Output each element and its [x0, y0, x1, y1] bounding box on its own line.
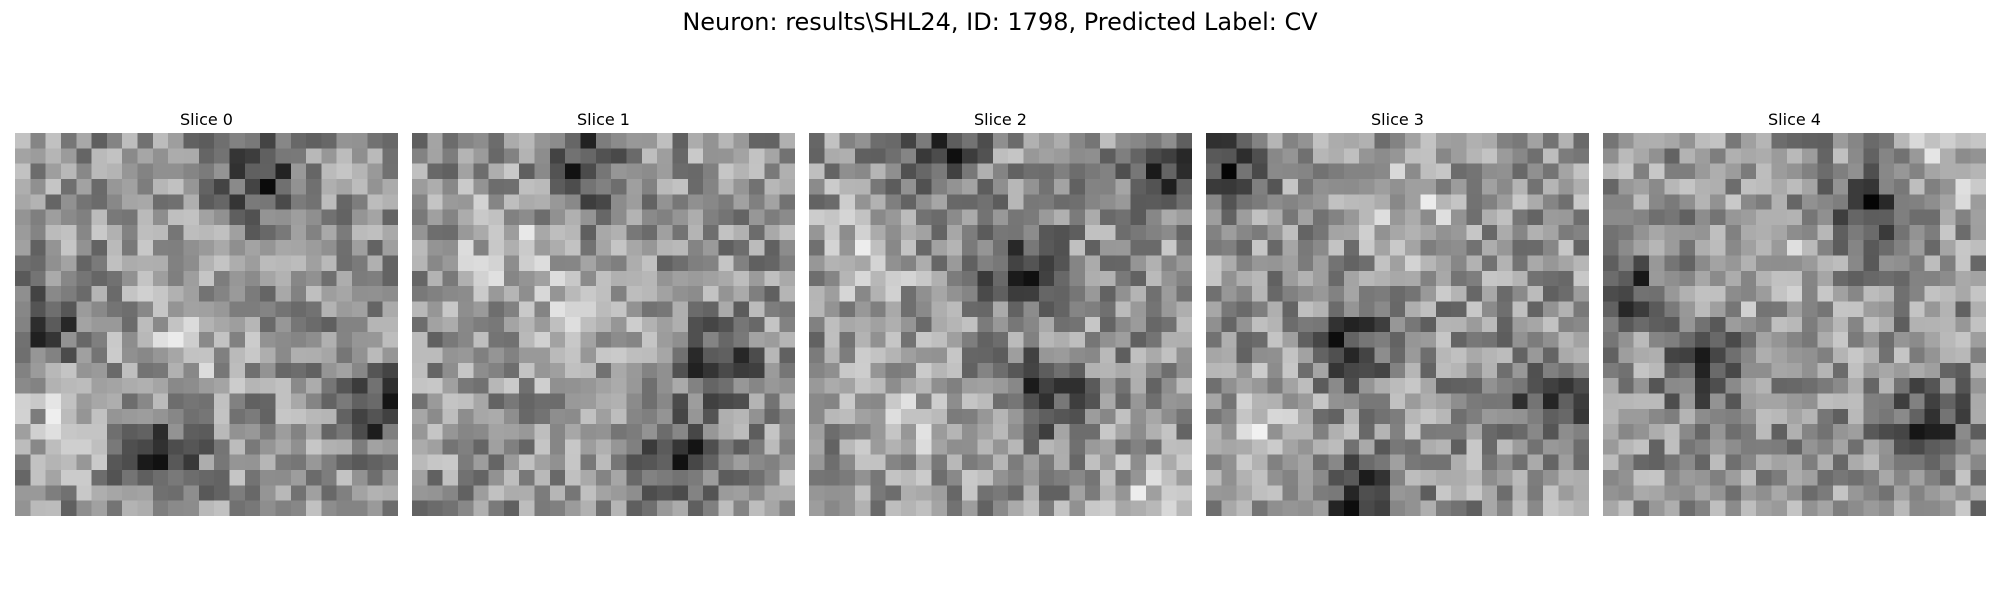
- panel-0-heatmap: [15, 133, 398, 516]
- panel-4-heatmap: [1603, 133, 1986, 516]
- panel-3-heatmap: [1206, 133, 1589, 516]
- panel-4-title: Slice 4: [1768, 110, 1821, 129]
- figure-suptitle: Neuron: results\SHL24, ID: 1798, Predict…: [682, 8, 1318, 36]
- panel-2-heatmap: [809, 133, 1192, 516]
- panel-1-heatmap: [412, 133, 795, 516]
- panel-2-title: Slice 2: [974, 110, 1027, 129]
- panel-1-title: Slice 1: [577, 110, 630, 129]
- panel-0-title: Slice 0: [180, 110, 233, 129]
- panel-3-title: Slice 3: [1371, 110, 1424, 129]
